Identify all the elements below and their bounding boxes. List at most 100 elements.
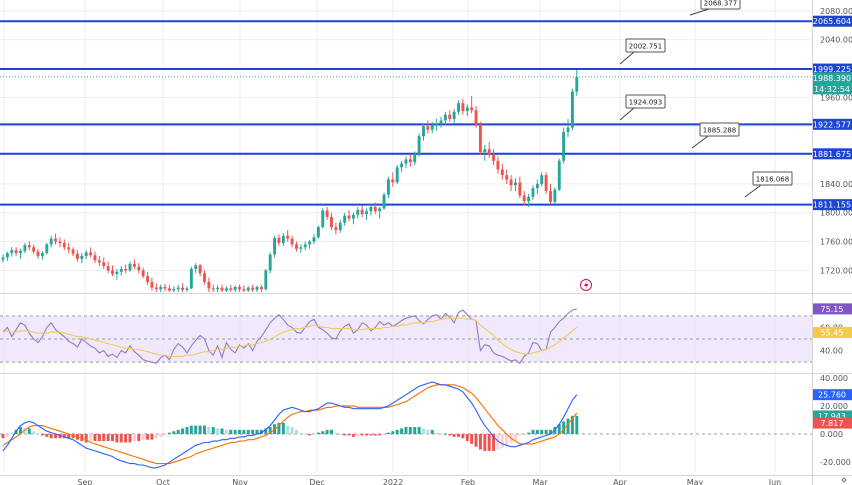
- oscillator-signal-tag-label: 55.45: [821, 328, 844, 337]
- macd-histogram-bar: [220, 428, 224, 435]
- candle-body: [176, 287, 180, 290]
- macd-histogram-bar: [137, 434, 141, 442]
- macd-histogram-bar: [351, 434, 355, 437]
- candle-body: [89, 252, 93, 256]
- candle-body: [146, 276, 149, 282]
- macd-histogram-bar: [334, 432, 338, 435]
- macd-histogram-bar: [124, 434, 128, 443]
- level-tag[interactable]: [813, 63, 852, 75]
- macd-histogram-bar: [264, 428, 268, 435]
- macd-histogram-bar: [62, 434, 66, 439]
- candle-body: [194, 265, 198, 269]
- horizontal-levels[interactable]: [0, 20, 812, 206]
- candle-body: [119, 268, 123, 272]
- macd-histogram-bar: [316, 432, 320, 435]
- candle-body: [373, 206, 377, 212]
- candle-body: [478, 124, 482, 153]
- macd-signal-tag-label: 17.943: [818, 412, 846, 421]
- macd-histogram-bar: [242, 429, 246, 435]
- price-axis[interactable]: 2080.0002040.0002000.0001960.0001920.000…: [812, 0, 852, 485]
- candle-body: [426, 126, 430, 130]
- candle-body: [58, 241, 62, 243]
- macd-histogram-bar: [97, 434, 101, 442]
- macd-histogram-bar: [224, 429, 228, 435]
- level-tag[interactable]: [813, 199, 852, 211]
- macd-histogram-bar: [71, 434, 75, 439]
- price-tick-label: 1720.000: [820, 266, 852, 275]
- time-axis[interactable]: Sep Oct Nov Dec 2022 Feb Mar Apr May Jun: [0, 475, 852, 485]
- level-callouts[interactable]: 2068.377 2002.751 1924.093 1885.288 1816.068: [619, 0, 793, 198]
- level-tag[interactable]: [813, 15, 852, 27]
- macd-histogram-bar: [294, 429, 298, 435]
- callout-connector: [744, 184, 762, 198]
- last-price-tag[interactable]: [813, 72, 852, 95]
- callout-value: 1816.068: [756, 176, 789, 184]
- macd-histogram-bar: [181, 428, 185, 435]
- macd-histogram-bar: [67, 434, 71, 439]
- macd-panel: [0, 381, 812, 469]
- callout-box[interactable]: [625, 38, 666, 53]
- time-tick-label: Feb: [461, 478, 475, 485]
- oscillator-tick-label: 40.00: [820, 347, 843, 356]
- time-tick-label: 2022: [383, 478, 403, 485]
- macd-histogram-bar: [369, 434, 373, 436]
- macd-histogram-bar: [229, 429, 233, 435]
- level-tag[interactable]: [813, 148, 852, 160]
- macd-histogram-bar: [330, 429, 333, 435]
- macd-histogram-bar: [400, 428, 404, 435]
- candle-body: [544, 175, 548, 192]
- callout-box[interactable]: [625, 94, 666, 109]
- candle-body: [325, 210, 329, 218]
- candle-body: [435, 123, 439, 125]
- candle-body: [1, 257, 5, 260]
- macd-histogram-bar: [448, 434, 452, 436]
- macd-histogram-bar: [202, 425, 206, 435]
- macd-signal-tag[interactable]: [813, 410, 852, 422]
- macd-histogram-bar: [45, 434, 49, 437]
- macd-histogram-bar: [417, 427, 421, 435]
- candle-body: [150, 281, 154, 288]
- oscillator-range-fill: [0, 315, 812, 363]
- macd-histogram-tag[interactable]: [813, 417, 852, 429]
- callout-connector: [691, 135, 709, 149]
- callout-box[interactable]: [752, 171, 793, 186]
- macd-histogram-bar: [49, 434, 53, 439]
- price-tick-label: 1760.000: [820, 238, 852, 247]
- macd-histogram-bar: [154, 434, 158, 439]
- macd-line-tag[interactable]: [813, 389, 852, 401]
- macd-histogram-bar: [277, 422, 281, 435]
- macd-histogram-bar: [312, 434, 316, 435]
- candle-body: [255, 286, 259, 290]
- macd-histogram-bar: [216, 428, 220, 435]
- macd-histogram-bar: [268, 427, 272, 435]
- candle-body: [487, 149, 491, 156]
- macd-histogram-bar: [32, 431, 36, 435]
- candle-body: [457, 103, 460, 112]
- callout-box[interactable]: [700, 0, 741, 10]
- candle-body: [181, 287, 185, 290]
- macd-line-tag-label: 25.760: [818, 391, 846, 400]
- macd-tick-label: 20.000: [820, 402, 848, 411]
- callout-box[interactable]: [699, 122, 740, 137]
- macd-histogram-bar: [500, 434, 504, 449]
- time-tick-label: Apr: [613, 478, 628, 485]
- alert-marker[interactable]: [580, 279, 847, 483]
- oscillator-main-tag[interactable]: [813, 303, 852, 315]
- macd-histogram-bar: [356, 434, 360, 436]
- settings-gear-icon[interactable]: [841, 477, 847, 483]
- candle-body: [413, 153, 417, 163]
- panel-separators[interactable]: [0, 293, 852, 374]
- oscillator-signal-tag[interactable]: [813, 326, 852, 338]
- candle-body: [141, 270, 145, 277]
- level-tag[interactable]: [813, 118, 852, 130]
- candle-body: [430, 124, 434, 130]
- candle-body: [203, 273, 206, 282]
- macd-histogram-bar: [443, 434, 447, 435]
- time-tick-label: Mar: [532, 478, 548, 485]
- macd-histogram-bar: [5, 434, 9, 437]
- time-tick-label: Dec: [309, 478, 324, 485]
- macd-histogram-bar: [111, 434, 114, 442]
- macd-histogram-bar: [36, 434, 40, 435]
- candle-body: [452, 111, 456, 119]
